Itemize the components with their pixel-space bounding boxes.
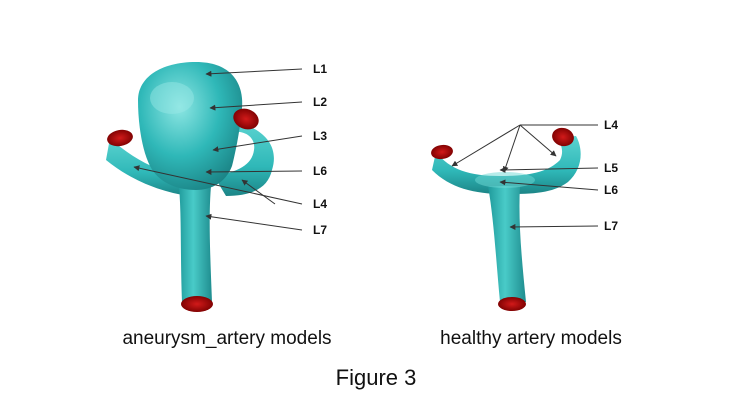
- healthy-trunk: [488, 186, 526, 302]
- aneurysm-model-caption: aneurysm_artery models: [122, 328, 331, 349]
- healthy-branch: [432, 136, 581, 194]
- aneurysm-leader-lines: [133, 68, 303, 231]
- label-l4-healthy: L4: [604, 118, 618, 132]
- healthy-labels: L4 L5 L6 L7: [604, 118, 618, 233]
- healthy-bottom-cap: [498, 297, 526, 311]
- label-l5-healthy: L5: [604, 161, 618, 175]
- label-l6-healthy: L6: [604, 183, 618, 197]
- healthy-left-cap: [431, 144, 453, 160]
- healthy-right-cap: [552, 127, 574, 147]
- label-l3: L3: [313, 129, 327, 143]
- healthy-model-caption: healthy artery models: [440, 328, 622, 349]
- aneurysm-sac: [138, 62, 243, 190]
- healthy-model: [431, 127, 581, 311]
- label-l6: L6: [313, 164, 327, 178]
- aneurysm-labels: L1 L2 L3 L6 L4 L7: [313, 62, 327, 237]
- aneurysm-bottom-cap: [181, 296, 213, 312]
- label-l7: L7: [313, 223, 327, 237]
- aneurysm-trunk: [178, 176, 212, 302]
- label-l2: L2: [313, 95, 327, 109]
- healthy-junction-highlight: [475, 172, 535, 188]
- healthy-leader-lines: [451, 124, 599, 230]
- label-l1: L1: [313, 62, 327, 76]
- aneurysm-right-cap: [233, 108, 259, 130]
- aneurysm-model: [106, 62, 274, 312]
- label-l4: L4: [313, 197, 327, 211]
- aneurysm-right-branch: [214, 122, 274, 196]
- aneurysm-left-cap: [107, 129, 133, 147]
- figure-caption: Figure 3: [336, 365, 417, 390]
- aneurysm-sac-highlight: [150, 82, 194, 114]
- label-l7-healthy: L7: [604, 219, 618, 233]
